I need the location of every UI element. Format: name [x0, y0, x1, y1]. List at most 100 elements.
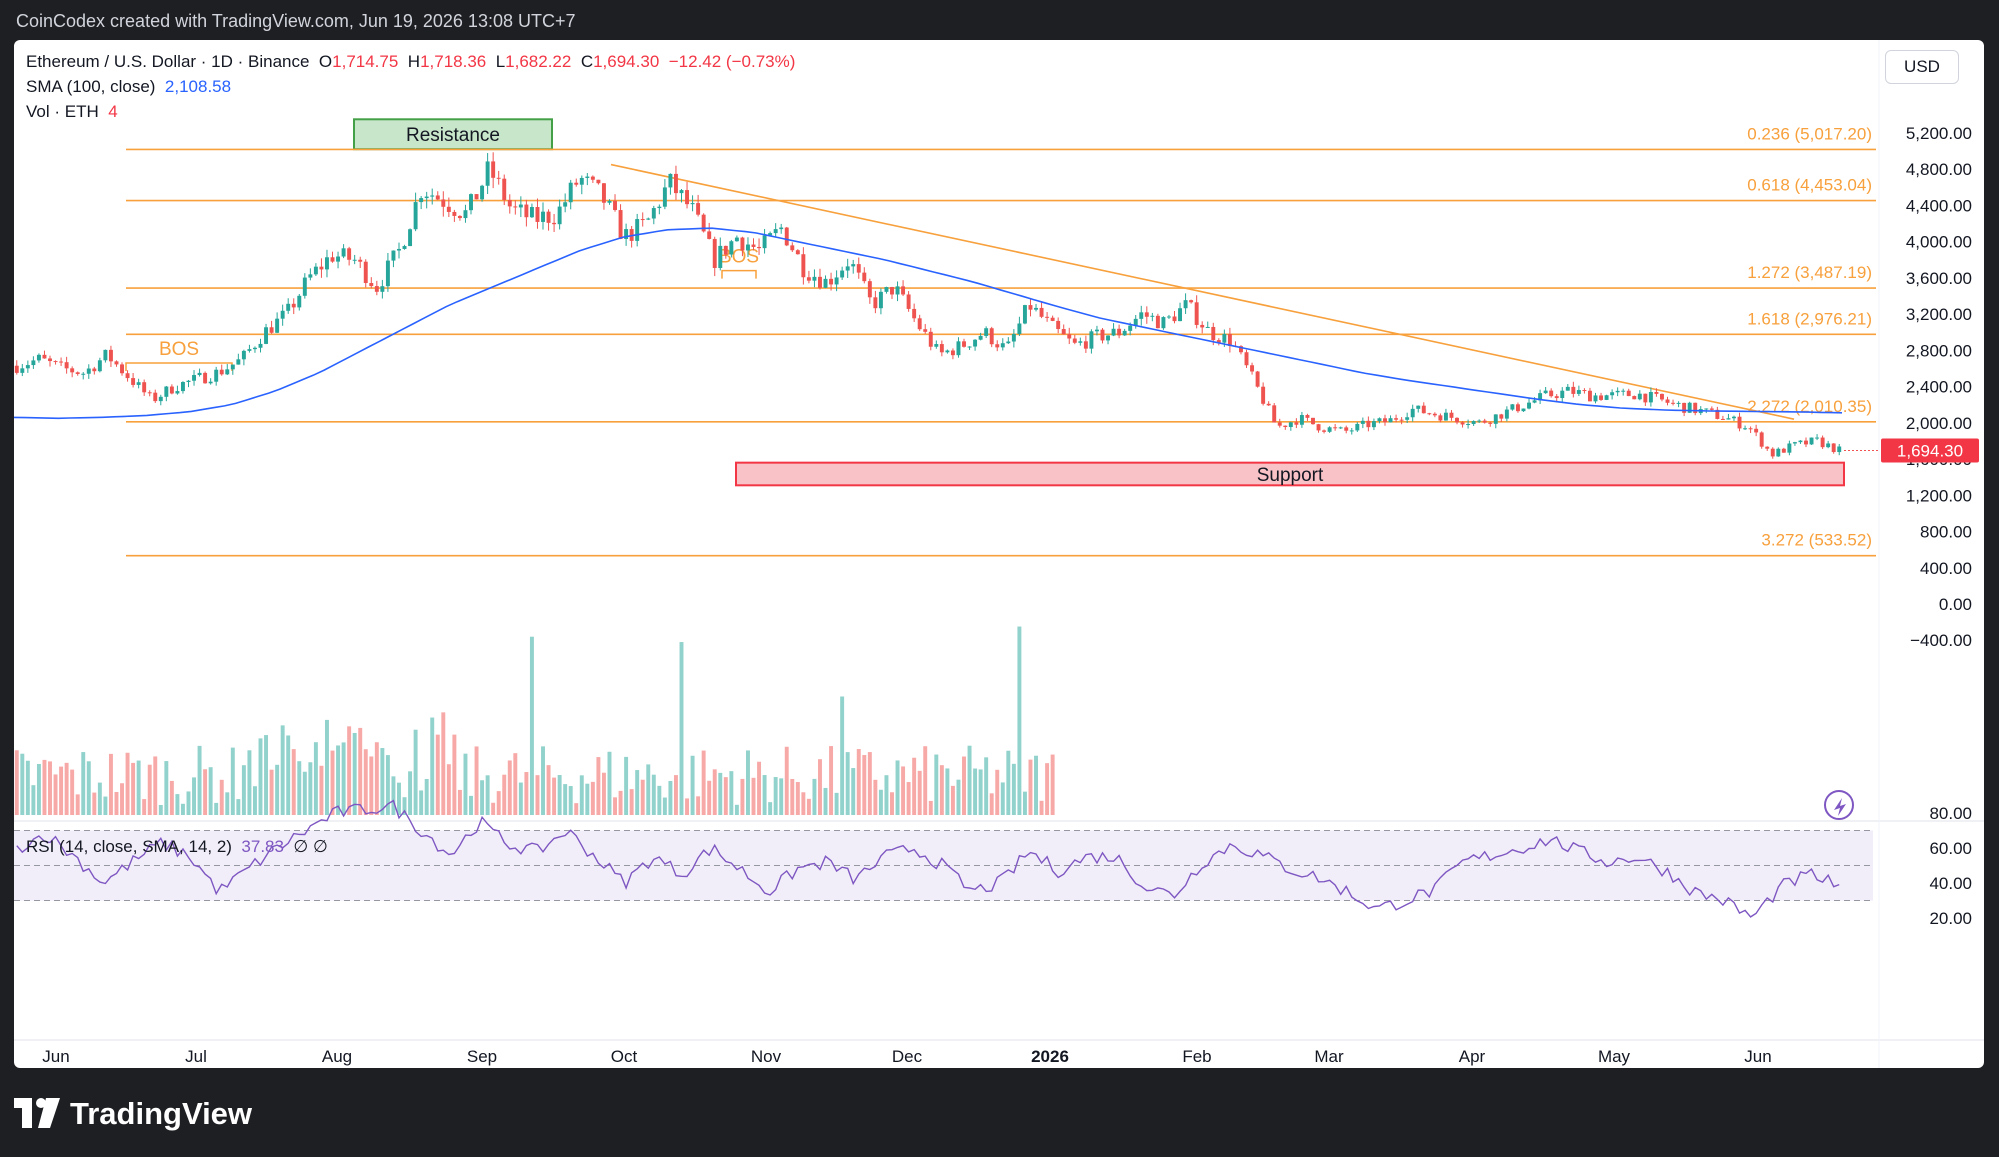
x-tick-label: Apr [1459, 1047, 1486, 1066]
sma-line[interactable] [14, 227, 1843, 420]
chart-card[interactable]: 5,200.00 4,800.00 4,400.00 4,000.00 3,600.00… [14, 40, 1984, 1068]
candle-body [563, 202, 568, 207]
volume-bar [746, 750, 750, 815]
candle-body [1000, 343, 1005, 348]
candle-body [1720, 418, 1725, 420]
candle-body [762, 235, 767, 249]
volume-bar [86, 761, 91, 815]
candle-body [358, 259, 363, 262]
candle-body [1416, 405, 1421, 409]
candle-body [541, 211, 545, 222]
legend-vol-value: 4 [108, 102, 118, 121]
candle-body [1061, 329, 1066, 335]
volume-bar [978, 769, 983, 815]
candle-body [25, 365, 30, 369]
legend-sma-label[interactable]: SMA (100, close) [26, 77, 156, 96]
volume-bar [136, 760, 141, 815]
candle-body [1815, 437, 1820, 439]
candle-body [385, 260, 390, 287]
candle-body [341, 248, 346, 257]
candle-body [397, 248, 401, 251]
candle-body [668, 173, 673, 188]
candle-body [618, 210, 623, 239]
candle-body [1277, 422, 1282, 426]
candle-body [1626, 390, 1631, 397]
trend-line[interactable] [610, 163, 1795, 420]
candle-body [923, 329, 928, 332]
candle-body [884, 287, 889, 292]
volume-bar [795, 782, 800, 815]
candle-body [1100, 329, 1105, 341]
candle-body [1006, 341, 1011, 344]
candle-body [1394, 418, 1399, 420]
x-tick-label: Aug [322, 1047, 352, 1066]
resistance-zone[interactable] [353, 118, 553, 151]
candle-body [967, 346, 972, 348]
legend-row-rsi: RSI (14, close, SMA, 14, 2) 37.83 ∅ ∅ [26, 837, 328, 857]
volume-bar [424, 778, 429, 815]
volume-bar [679, 642, 684, 815]
volume-bar [845, 752, 850, 815]
volume-bar [463, 753, 468, 815]
replay-icon[interactable] [1824, 790, 1854, 820]
volume-bar [402, 797, 407, 815]
volume-bar [950, 785, 955, 815]
x-tick-label: Jul [185, 1047, 207, 1066]
volume-bar [419, 790, 424, 815]
candle-body [36, 354, 41, 361]
chart-svg[interactable]: 5,200.00 4,800.00 4,400.00 4,000.00 3,600.00… [14, 40, 1984, 1068]
candle-body [153, 392, 158, 402]
tradingview-logo-icon [14, 1098, 60, 1128]
candle-body [834, 277, 839, 285]
candle-body [1355, 423, 1360, 431]
volume-bar [712, 769, 717, 815]
support-label: Support [1257, 465, 1324, 486]
price-tick-label: 4,000.00 [1906, 233, 1972, 252]
candle-body [856, 264, 861, 273]
candle-body [751, 244, 756, 247]
current-price-label: 1,694.30 [1897, 441, 1963, 460]
legend-rsi-label[interactable]: RSI (14, close, SMA, 14, 2) [26, 837, 232, 856]
support-zone[interactable] [735, 461, 1845, 487]
candle-body [70, 368, 75, 373]
volume-bar [120, 783, 124, 815]
volume-bar [158, 804, 163, 815]
candle-body [1599, 395, 1604, 400]
volume-bar [901, 766, 906, 815]
volume-bar [186, 791, 191, 815]
volume-bar [14, 750, 19, 815]
candle-body [995, 344, 1000, 348]
candle-body [690, 203, 695, 205]
volume-bar [347, 726, 352, 815]
volume-bar [945, 768, 950, 815]
rsi-line[interactable] [16, 799, 1840, 918]
candle-body [474, 194, 479, 200]
volume-bar [258, 738, 263, 815]
volume-bar [740, 778, 745, 815]
candle-body [197, 372, 202, 376]
currency-button[interactable]: USD [1885, 50, 1959, 84]
candle-body [1349, 430, 1354, 432]
price-tick-label: 4,400.00 [1906, 196, 1972, 215]
candle-body [646, 218, 651, 220]
candle-body [685, 190, 690, 205]
candle-body [1144, 312, 1149, 317]
candle-body [873, 297, 878, 309]
candle-body [308, 274, 313, 278]
legend-symbol[interactable]: Ethereum / U.S. Dollar · 1D · Binance [26, 52, 310, 71]
volume-bar [48, 761, 52, 815]
candle-body [1604, 395, 1609, 400]
candle-body [712, 238, 717, 268]
resistance-label: Resistance [406, 125, 500, 146]
volume-bar [441, 712, 446, 815]
candle-body [1222, 333, 1227, 343]
legend-vol-label[interactable]: Vol · ETH [26, 102, 99, 121]
candle-body [1471, 421, 1476, 425]
volume-bar [36, 764, 41, 815]
candle-body [1083, 341, 1088, 349]
volume-bar [142, 799, 147, 815]
candle-body [408, 229, 413, 247]
x-tick-label: Jun [1744, 1047, 1771, 1066]
fib-level-label: 3.272 (533.52) [1761, 531, 1872, 550]
candle-body [457, 215, 462, 219]
